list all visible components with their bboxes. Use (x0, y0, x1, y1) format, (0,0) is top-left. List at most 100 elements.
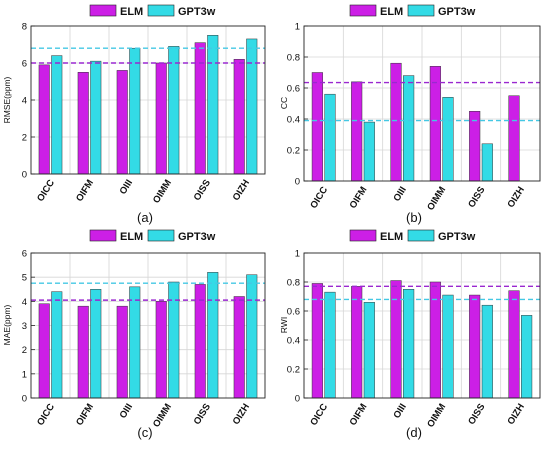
chart-panel-1: ELM GPT3w 0 2 4 6 8 OICC OIFM OIII OIMM OISS OIZH RMS… (2, 4, 266, 225)
y-tick-label: 0 (295, 394, 300, 405)
y-tick-label: 0.6 (287, 84, 300, 95)
panel-label: (a) (137, 210, 153, 225)
y-tick-label: 1 (22, 369, 27, 380)
bar-gpt3w-oiss (481, 143, 493, 182)
bar-elm-oiii (116, 70, 128, 175)
x-tick-label: OIZH (506, 402, 527, 427)
y-tick-label: 0.4 (287, 336, 300, 347)
bar-elm-oizh (233, 59, 245, 175)
bar-elm-oifm (77, 305, 89, 399)
bar-gpt3w-oicc (324, 291, 336, 399)
bar-gpt3w-oizh (246, 274, 258, 399)
bar-gpt3w-oimm (168, 46, 180, 175)
x-tick-label: OIFM (74, 402, 96, 428)
chart-panel-2: ELM GPT3w 0 0.2 0.4 0.6 0.8 1 OICC OIFM OIII OIMM OI… (279, 4, 541, 225)
bar-elm-oiii (116, 305, 128, 399)
bar-gpt3w-oiii (129, 47, 141, 175)
bar-gpt3w-oiii (403, 289, 415, 399)
bar-gpt3w-oimm (442, 294, 454, 399)
x-tick-label: OIFM (74, 178, 96, 204)
bar-gpt3w-oicc (51, 55, 63, 175)
x-tick-label: OIZH (506, 185, 527, 210)
x-tick-label: OICC (308, 402, 330, 428)
bar-gpt3w-oimm (168, 281, 180, 399)
chart-panel-4: ELM GPT3w 0 0.2 0.4 0.6 0.8 1 OICC OIFM OIII OIMM OI… (279, 229, 541, 440)
y-tick-label: 0 (22, 394, 27, 405)
x-tick-label: OIMM (151, 402, 174, 430)
plot-frame (303, 25, 541, 182)
y-tick-label: 6 (22, 249, 27, 260)
bar-gpt3w-oicc (324, 93, 336, 182)
plot-frame (30, 25, 266, 175)
x-tick-label: OIII (118, 178, 135, 197)
bar-elm-oiss (469, 111, 481, 182)
x-tick-label: OIMM (425, 185, 448, 213)
legend-swatch-elm (349, 229, 377, 242)
y-tick-label: 1 (295, 249, 300, 260)
chart-panel-3: ELM GPT3w 0 1 2 3 4 5 6 OICC OIFM OIII OIMM OISS OIZH M… (2, 229, 266, 440)
legend-label-elm: ELM (380, 6, 403, 18)
bar-elm-oimm (155, 62, 167, 175)
bar-gpt3w-oiss (481, 304, 493, 399)
panel-label: (b) (406, 210, 422, 225)
bar-gpt3w-oizh (246, 38, 258, 175)
bar-elm-oiii (390, 62, 402, 182)
bar-elm-oiss (469, 294, 481, 399)
y-tick-label: 0 (22, 170, 27, 181)
x-tick-label: OIZH (231, 178, 252, 203)
bar-elm-oizh (233, 296, 245, 399)
legend-swatch-gpt3w (407, 229, 435, 242)
panel-label: (d) (406, 425, 422, 440)
bar-elm-oicc (38, 303, 50, 399)
legend-swatch-elm (89, 4, 117, 17)
legend-swatch-elm (89, 229, 117, 242)
y-tick-label: 4 (22, 96, 27, 107)
y-axis-label: RWI (279, 317, 289, 333)
x-tick-label: OICC (35, 178, 57, 204)
y-axis-label: CC (279, 97, 289, 109)
x-tick-label: OIMM (151, 178, 174, 206)
x-tick-label: OISS (192, 178, 213, 203)
bar-elm-oiii (390, 280, 402, 399)
x-tick-label: OIII (391, 185, 408, 204)
y-tick-label: 5 (22, 273, 27, 284)
x-tick-label: OICC (308, 185, 330, 211)
bar-gpt3w-oimm (442, 97, 454, 182)
x-tick-label: OIFM (348, 185, 370, 211)
legend: ELM GPT3w (349, 229, 476, 243)
y-axis-label: MAE(ppm) (2, 305, 12, 346)
y-tick-label: 4 (22, 297, 27, 308)
y-tick-label: 0.2 (287, 146, 300, 157)
bar-elm-oimm (155, 301, 167, 399)
bar-elm-oimm (429, 66, 441, 182)
y-axis-label: RMSE(ppm) (2, 76, 12, 123)
bar-elm-oifm (351, 286, 363, 399)
legend: ELM GPT3w (89, 229, 216, 243)
x-tick-label: OIFM (348, 402, 370, 428)
legend-label-gpt3w: GPT3w (438, 231, 476, 243)
x-tick-label: OIII (118, 402, 135, 421)
legend-label-gpt3w: GPT3w (438, 6, 476, 18)
plot-frame (30, 252, 266, 399)
y-tick-label: 2 (22, 345, 27, 356)
y-tick-label: 0.6 (287, 307, 300, 318)
x-tick-label: OIII (391, 402, 408, 421)
bar-elm-oicc (311, 283, 323, 399)
x-tick-label: OICC (35, 402, 57, 428)
bar-gpt3w-oifm (363, 302, 375, 399)
x-tick-label: OISS (192, 402, 213, 427)
x-tick-label: OIZH (231, 402, 252, 427)
y-tick-label: 2 (22, 133, 27, 144)
bar-gpt3w-oicc (51, 291, 63, 399)
legend: ELM GPT3w (89, 4, 216, 18)
bar-elm-oiss (194, 284, 206, 399)
bar-gpt3w-oifm (90, 289, 102, 399)
bar-elm-oizh (508, 290, 520, 399)
bar-elm-oifm (77, 72, 89, 175)
y-tick-label: 0.8 (287, 278, 300, 289)
y-tick-label: 0.8 (287, 53, 300, 64)
legend-label-gpt3w: GPT3w (178, 231, 216, 243)
y-tick-label: 6 (22, 59, 27, 70)
